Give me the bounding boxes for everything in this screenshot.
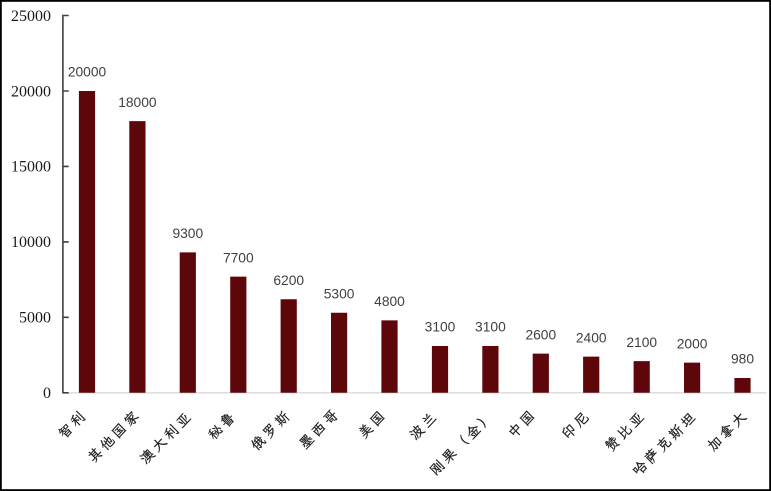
- svg-text:5300: 5300: [324, 287, 355, 302]
- svg-text:20000: 20000: [11, 83, 51, 100]
- svg-text:9300: 9300: [172, 226, 203, 241]
- svg-text:0: 0: [43, 385, 51, 402]
- svg-text:2400: 2400: [576, 330, 607, 345]
- svg-text:2100: 2100: [626, 335, 657, 350]
- svg-text:980: 980: [731, 352, 754, 367]
- svg-text:7700: 7700: [223, 250, 254, 265]
- svg-text:4800: 4800: [374, 294, 405, 309]
- svg-text:15000: 15000: [11, 159, 51, 176]
- svg-text:18000: 18000: [118, 95, 157, 110]
- svg-text:10000: 10000: [11, 234, 51, 251]
- svg-text:25000: 25000: [11, 8, 51, 25]
- svg-text:6200: 6200: [273, 273, 304, 288]
- svg-text:5000: 5000: [19, 310, 51, 327]
- svg-text:2600: 2600: [525, 327, 556, 342]
- svg-text:20000: 20000: [68, 65, 107, 80]
- svg-text:2000: 2000: [677, 336, 708, 351]
- svg-text:3100: 3100: [475, 320, 506, 335]
- svg-text:3100: 3100: [425, 320, 456, 335]
